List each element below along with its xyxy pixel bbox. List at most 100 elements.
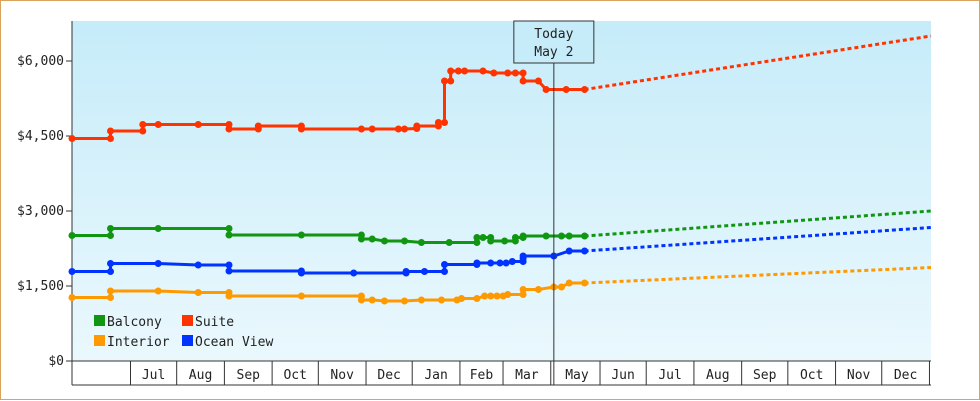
data-point xyxy=(194,261,202,269)
data-point xyxy=(350,269,358,277)
data-point xyxy=(368,125,376,133)
x-tick-label: Sep xyxy=(237,368,261,383)
data-point xyxy=(519,291,527,298)
data-point xyxy=(401,125,408,133)
data-point xyxy=(558,232,565,240)
x-tick-label: May xyxy=(565,368,589,383)
legend-item: Interior xyxy=(94,335,170,350)
data-point xyxy=(381,297,388,305)
data-point xyxy=(519,69,527,77)
data-point xyxy=(511,69,519,77)
x-tick-label: Feb xyxy=(470,368,494,383)
data-point xyxy=(107,127,114,135)
data-point xyxy=(297,125,305,133)
legend-item: Suite xyxy=(182,315,234,330)
data-point xyxy=(417,296,425,304)
data-point xyxy=(68,294,76,301)
x-tick-label: Oct xyxy=(283,368,306,383)
data-point xyxy=(68,232,76,239)
data-point xyxy=(447,77,455,85)
data-point xyxy=(479,234,487,241)
data-point xyxy=(68,268,76,275)
data-point xyxy=(225,292,233,300)
legend-label: Ocean View xyxy=(195,335,273,350)
x-tick-label: Dec xyxy=(377,368,400,383)
data-point xyxy=(154,121,162,128)
y-tick-label: $3,000 xyxy=(17,204,64,219)
forecast-line-suite xyxy=(584,34,932,91)
x-axis-ticks: Jul Aug Sep Oct Nov Dec Jan Feb Mar May Jun Jul Aug S… xyxy=(129,361,930,385)
x-tick-label: Oct xyxy=(800,368,823,383)
data-point xyxy=(107,225,114,232)
y-axis-ticks: $0 $1,500 $3,000 $4,500 $6,000 xyxy=(17,54,72,369)
data-point xyxy=(68,135,76,142)
data-point xyxy=(254,122,262,130)
x-tick-label: Aug xyxy=(189,368,212,383)
forecast-line-interior xyxy=(584,266,932,285)
today-box xyxy=(513,20,595,64)
x-tick-label: Nov xyxy=(330,368,354,383)
data-point xyxy=(493,292,501,300)
data-point xyxy=(542,86,550,93)
forecast-line-balcony xyxy=(584,209,932,238)
forecast-line-ocean-view xyxy=(584,226,932,253)
x-tick-label: Aug xyxy=(706,368,729,383)
data-point xyxy=(534,77,542,85)
data-point xyxy=(107,232,114,239)
data-point xyxy=(421,268,428,275)
legend-swatch xyxy=(94,315,105,326)
data-point xyxy=(194,121,202,128)
data-point xyxy=(154,287,162,295)
data-point xyxy=(434,119,442,126)
data-point xyxy=(511,234,519,241)
data-point xyxy=(565,247,573,255)
data-point xyxy=(490,69,498,77)
data-point xyxy=(473,234,481,241)
data-point xyxy=(487,259,495,267)
data-point xyxy=(562,86,570,93)
data-point xyxy=(447,67,455,75)
data-point xyxy=(487,292,495,300)
data-point xyxy=(394,125,402,133)
data-point xyxy=(508,258,516,265)
data-point xyxy=(565,279,573,287)
data-point xyxy=(441,119,448,126)
legend-swatch xyxy=(182,335,193,346)
data-point xyxy=(297,292,305,300)
data-point xyxy=(107,294,114,301)
y-tick-label: $1,500 xyxy=(17,279,64,294)
data-point xyxy=(139,121,147,128)
today-label-line2: May 2 xyxy=(534,45,573,60)
series-layer xyxy=(68,34,932,305)
x-tick-label: Dec xyxy=(894,368,917,383)
data-point xyxy=(441,261,448,268)
data-point xyxy=(107,268,114,275)
data-point xyxy=(534,286,542,293)
legend-item: Ocean View xyxy=(182,335,273,350)
data-point xyxy=(357,125,365,133)
x-tick-label: Jul xyxy=(142,368,165,383)
data-point xyxy=(225,267,233,275)
data-point xyxy=(501,237,509,245)
data-point xyxy=(154,260,162,267)
data-point xyxy=(107,287,114,295)
data-point xyxy=(445,239,453,246)
data-point xyxy=(504,291,512,298)
data-point xyxy=(357,296,365,304)
data-point xyxy=(458,295,465,302)
data-point xyxy=(417,239,425,246)
data-point xyxy=(154,225,162,232)
data-point xyxy=(413,122,421,130)
data-point xyxy=(504,69,512,77)
x-tick-label: Mar xyxy=(515,368,539,383)
data-point xyxy=(473,259,481,267)
data-point xyxy=(225,225,233,232)
data-point xyxy=(368,235,376,243)
today-marker: Today May 2 xyxy=(513,20,595,361)
data-point xyxy=(481,292,489,300)
legend-swatch xyxy=(182,315,193,326)
data-point xyxy=(473,295,481,302)
data-point xyxy=(473,239,481,246)
x-tick-label: Jul xyxy=(658,368,681,383)
x-tick-label: Jun xyxy=(611,368,634,383)
